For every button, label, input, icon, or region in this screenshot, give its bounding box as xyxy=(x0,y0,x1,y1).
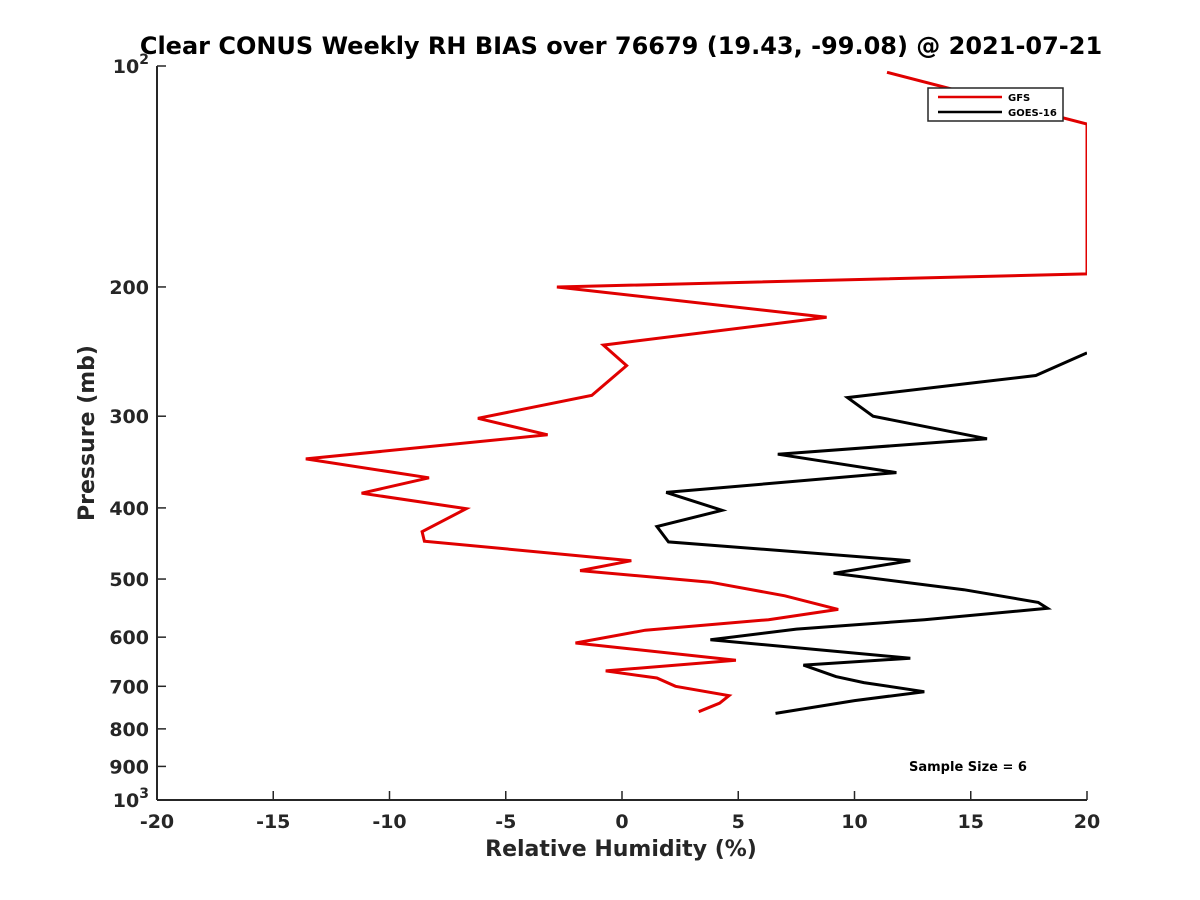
x-tick-label: 0 xyxy=(615,811,628,833)
series-layer xyxy=(305,70,1087,715)
series-line-gfs xyxy=(305,70,1087,714)
legend-box xyxy=(927,87,1064,122)
chart-title: Clear CONUS Weekly RH BIAS over 76679 (1… xyxy=(140,32,1102,60)
y-tick-label: 103 xyxy=(113,786,149,812)
y-tick-label: 300 xyxy=(109,406,149,428)
series-line-goes-16 xyxy=(654,351,1087,715)
y-tick-label: 600 xyxy=(109,627,149,649)
x-tick-label: 20 xyxy=(1074,811,1100,833)
plot-area: -20 -15 -10 -5 0 5 10 15 20 102 200 300 400 500 600 70… xyxy=(109,52,1100,833)
y-tick-label: 700 xyxy=(109,676,149,698)
x-ticks: -20 -15 -10 -5 0 5 10 15 20 xyxy=(140,791,1100,833)
x-tick-label: 5 xyxy=(732,811,745,833)
x-tick-label: 10 xyxy=(841,811,867,833)
x-tick-label: -15 xyxy=(256,811,290,833)
x-axis-label: Relative Humidity (%) xyxy=(485,837,757,862)
x-tick-label: -20 xyxy=(140,811,174,833)
y-tick-label: 400 xyxy=(109,498,149,520)
y-ticks: 102 200 300 400 500 600 700 800 900 103 xyxy=(109,52,166,812)
y-tick-label: 900 xyxy=(109,756,149,778)
y-tick-label: 800 xyxy=(109,719,149,741)
x-tick-label: -5 xyxy=(495,811,516,833)
x-tick-label: -10 xyxy=(372,811,406,833)
y-axis-label: Pressure (mb) xyxy=(75,345,100,521)
legend-label-goes-16: GOES-16 xyxy=(1008,108,1057,119)
y-tick-label: 500 xyxy=(109,569,149,591)
x-tick-label: 15 xyxy=(958,811,984,833)
y-tick-label: 200 xyxy=(109,277,149,299)
legend-label-gfs: GFS xyxy=(1008,93,1030,104)
y-tick-label: 102 xyxy=(113,52,149,78)
sample-size-annotation: Sample Size = 6 xyxy=(909,760,1027,775)
legend: GFS GOES-16 xyxy=(927,87,1064,122)
